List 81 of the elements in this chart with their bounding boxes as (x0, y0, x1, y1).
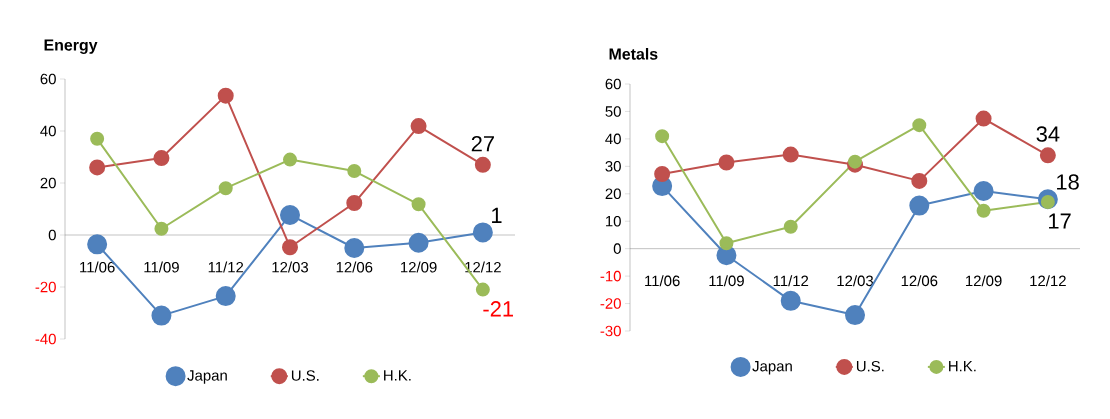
x-tick-label: 11/09 (144, 261, 179, 273)
data-label: 34 (1036, 126, 1060, 142)
x-tick-label: 11/06 (645, 275, 680, 287)
y-tick-label: 40 (40, 125, 56, 137)
x-tick-label: 11/09 (709, 275, 744, 287)
point (909, 195, 930, 216)
point (975, 110, 992, 127)
point (912, 118, 927, 133)
point (472, 222, 493, 243)
point (411, 197, 426, 212)
point (410, 118, 427, 135)
point (848, 154, 863, 169)
point (151, 305, 172, 326)
point (153, 150, 170, 167)
y-tick-label: 10 (606, 215, 621, 227)
x-tick-label: 12/09 (966, 275, 1002, 287)
x-tick-label: 12/03 (272, 261, 309, 273)
x-tick-label: 12/12 (465, 261, 501, 273)
data-label: 18 (1057, 174, 1079, 190)
y-tick-label: -20 (35, 281, 56, 293)
y-tick-label: 60 (605, 78, 621, 90)
legend-label: H.K. (949, 361, 976, 372)
y-tick-label: -30 (600, 325, 621, 337)
data-label: 1 (492, 207, 502, 223)
point (344, 238, 365, 258)
point (217, 87, 234, 104)
point (475, 282, 490, 297)
x-tick-label: 12/06 (901, 275, 938, 287)
point (474, 156, 491, 173)
point (976, 203, 991, 218)
point (154, 221, 169, 236)
x-tick-label: 11/12 (773, 275, 809, 287)
point (718, 154, 735, 171)
point (973, 181, 994, 202)
chart-title: Energy (44, 39, 98, 54)
legend-label: Japan (187, 370, 227, 384)
point (90, 131, 105, 146)
point (346, 195, 363, 212)
data-label: 17 (1049, 213, 1071, 229)
data-label: -21 (483, 301, 513, 317)
point (655, 129, 670, 144)
y-tick-label: 60 (40, 73, 56, 85)
y-tick-label: 50 (605, 106, 621, 117)
point (280, 204, 300, 225)
y-tick-label: -20 (600, 298, 621, 309)
y-tick-label: 40 (605, 133, 621, 145)
y-tick-label: 0 (613, 243, 621, 254)
point (87, 234, 108, 255)
point (782, 146, 799, 163)
point (719, 236, 734, 251)
point (780, 290, 801, 311)
x-tick-label: 12/03 (837, 275, 874, 287)
point (845, 305, 866, 326)
y-tick-label: 20 (40, 177, 56, 189)
point (282, 239, 298, 256)
y-tick-label: 20 (605, 188, 621, 200)
point (408, 232, 429, 253)
x-tick-label: 12/06 (336, 261, 373, 273)
legend-label: H.K. (384, 370, 411, 381)
legend-label: U.S. (856, 360, 884, 372)
x-tick-label: 11/12 (208, 261, 244, 273)
point (911, 172, 928, 189)
x-tick-label: 11/06 (80, 261, 115, 273)
y-tick-label: -40 (35, 333, 56, 345)
chart-title: Metals (609, 47, 658, 60)
point (783, 219, 798, 234)
y-tick-label: -10 (600, 270, 621, 282)
point (89, 159, 106, 176)
y-tick-label: 30 (605, 161, 621, 172)
legend-label: U.S. (291, 370, 319, 381)
legend-label: Japan (752, 361, 792, 375)
y-tick-label: 0 (48, 229, 56, 241)
point (218, 181, 233, 196)
data-label: 27 (471, 135, 494, 152)
point (283, 152, 297, 167)
point (654, 166, 671, 183)
point (347, 164, 362, 179)
point (215, 286, 236, 307)
x-tick-label: 12/12 (1030, 275, 1066, 287)
x-tick-label: 12/09 (401, 261, 437, 273)
point (1039, 147, 1056, 164)
